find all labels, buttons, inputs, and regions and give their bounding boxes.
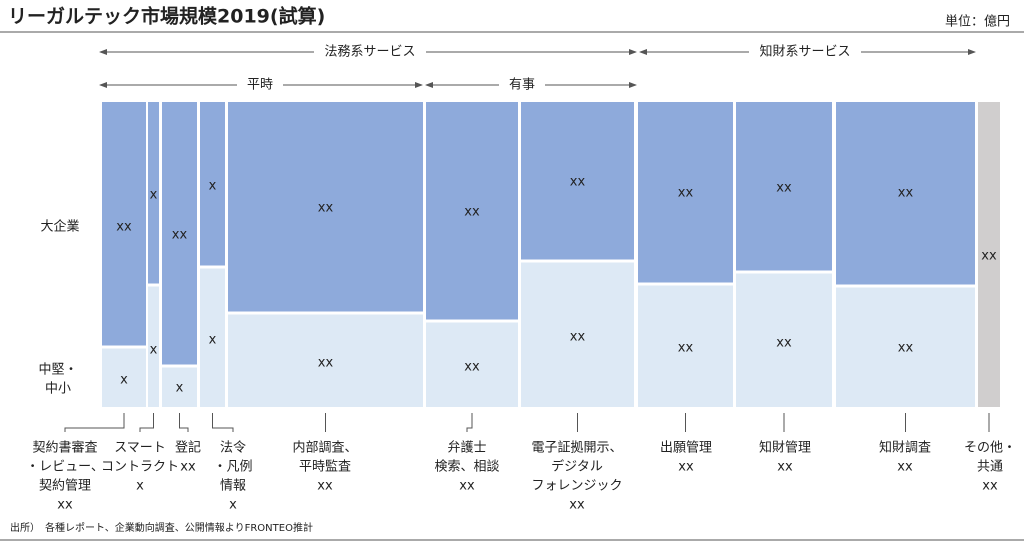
- cell-label: xx: [464, 205, 480, 220]
- column-label: xx: [777, 460, 793, 475]
- cell-small: [426, 322, 518, 407]
- cell-label: xx: [776, 181, 792, 196]
- cell-small: [736, 273, 832, 407]
- row-label: 中堅・: [38, 363, 77, 378]
- cell-other: [978, 102, 1000, 407]
- cell-large: [426, 102, 518, 320]
- column-label: xx: [459, 479, 475, 494]
- cell-label: x: [120, 373, 128, 388]
- cell-label: x: [209, 179, 217, 194]
- source: 出所） 各種レポート、企業動向調査、公開情報よりFRONTEO推計: [10, 521, 313, 534]
- cell-large: [521, 102, 634, 260]
- cell-label: xx: [898, 341, 914, 356]
- cell-large: [200, 102, 225, 266]
- column-label: xx: [180, 460, 196, 475]
- column-label: スマート: [114, 441, 166, 456]
- column-label: フォレンジック: [531, 479, 622, 494]
- column-label: x: [136, 479, 144, 494]
- cell-large: [162, 102, 197, 365]
- column-label: xx: [317, 479, 333, 494]
- cell-small: [162, 367, 197, 407]
- row-label: 大企業: [40, 219, 79, 235]
- column-label: 電子証拠開示、: [531, 441, 622, 456]
- column-label: 契約書審査: [32, 441, 97, 456]
- cell-large: [228, 102, 423, 312]
- column-label: 契約管理: [39, 479, 91, 494]
- column-label: コントラクト: [101, 460, 179, 475]
- column-label: ・凡例: [213, 460, 252, 475]
- cell-small: [148, 286, 159, 407]
- column-label: 情報: [220, 479, 246, 494]
- cell-label: x: [150, 188, 158, 203]
- cell-large: [836, 102, 975, 285]
- cell-large: [148, 102, 159, 284]
- column-label: 弁護士: [447, 440, 486, 456]
- column-label: 出願管理: [660, 441, 712, 456]
- subgroup-label: 有事: [509, 78, 535, 93]
- column-label: xx: [57, 498, 73, 513]
- group-label: 法務系サービス: [324, 45, 415, 60]
- column-label: 共通: [977, 460, 1003, 475]
- cell-small: [836, 287, 975, 407]
- cell-label: xx: [776, 336, 792, 351]
- cell-label: xx: [678, 186, 694, 201]
- cell-label: xx: [570, 330, 586, 345]
- cell-large: [102, 102, 146, 346]
- column-label: 内部調査、: [292, 440, 357, 456]
- column-label: 検索、相談: [434, 459, 499, 475]
- column-label: xx: [678, 460, 694, 475]
- cell-label: xx: [898, 186, 914, 201]
- column-label: x: [229, 498, 237, 513]
- cell-label: x: [176, 381, 184, 396]
- column-label: その他・: [964, 441, 1016, 456]
- cell-label: xx: [981, 249, 997, 264]
- cell-small: [638, 285, 733, 407]
- column-label: 登記: [175, 440, 201, 456]
- cell-label: xx: [172, 228, 188, 243]
- connector: [139, 413, 154, 432]
- column-label: 知財管理: [759, 440, 811, 456]
- connector: [64, 413, 125, 432]
- cell-small: [228, 314, 423, 407]
- row-label: 中小: [45, 382, 71, 397]
- column-label: 平時監査: [299, 459, 351, 475]
- cell-label: x: [150, 343, 158, 358]
- cell-label: xx: [318, 201, 334, 216]
- cell-large: [736, 102, 832, 271]
- cell-label: xx: [678, 341, 694, 356]
- connector: [466, 413, 473, 432]
- connector: [179, 413, 189, 432]
- column-label: デジタル: [551, 459, 603, 475]
- column-label: xx: [897, 460, 913, 475]
- title: リーガルテック市場規模2019(試算): [8, 5, 325, 28]
- cell-small: [521, 262, 634, 407]
- column-label: 知財調査: [879, 440, 931, 456]
- connector: [212, 413, 234, 432]
- cell-label: x: [209, 333, 217, 348]
- cell-large: [638, 102, 733, 283]
- column-label: 法令: [220, 441, 246, 456]
- cell-label: xx: [116, 220, 132, 235]
- subgroup-label: 平時: [247, 78, 273, 93]
- cell-label: xx: [318, 356, 334, 371]
- group-label: 知財系サービス: [759, 44, 850, 60]
- unit: 単位：億円: [945, 14, 1010, 30]
- column-label: ・レビュー、: [26, 460, 104, 475]
- cell-small: [102, 348, 146, 407]
- column-label: xx: [569, 498, 585, 513]
- cell-small: [200, 268, 225, 407]
- column-label: xx: [982, 479, 998, 494]
- cell-label: xx: [464, 360, 480, 375]
- cell-label: xx: [570, 175, 586, 190]
